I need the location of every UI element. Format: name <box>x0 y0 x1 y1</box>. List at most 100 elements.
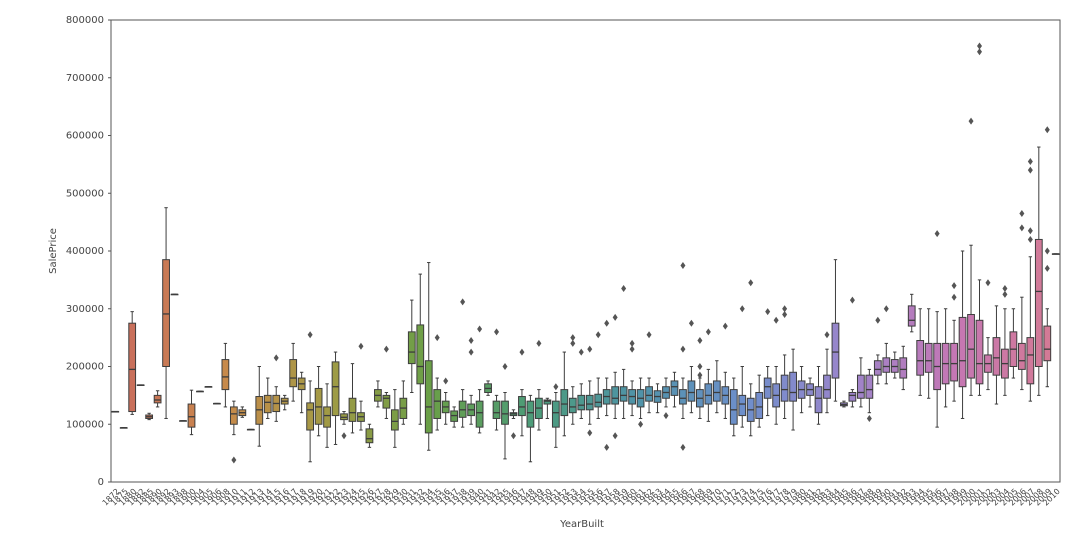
outlier <box>951 282 957 290</box>
outlier <box>1027 166 1033 174</box>
box <box>738 394 747 417</box>
box <box>433 389 442 419</box>
box <box>882 357 891 373</box>
outlier <box>570 339 576 347</box>
outlier <box>604 319 610 327</box>
outlier <box>578 348 584 356</box>
box <box>518 396 526 417</box>
y-tick-label: 200000 <box>66 362 104 373</box>
outlier <box>629 345 635 353</box>
box <box>899 357 908 379</box>
box <box>823 374 831 399</box>
outlier <box>697 371 703 379</box>
box <box>568 397 577 414</box>
outlier <box>1044 264 1050 272</box>
box <box>348 397 357 422</box>
outlier <box>1002 290 1008 298</box>
y-tick-label: 700000 <box>66 73 104 84</box>
outlier <box>307 331 313 339</box>
box <box>153 394 162 404</box>
outlier <box>595 331 601 339</box>
outlier <box>477 325 483 333</box>
box <box>594 393 603 408</box>
box <box>958 316 967 388</box>
y-tick-label: 400000 <box>66 246 104 257</box>
outlier <box>866 414 872 422</box>
outlier <box>383 345 389 353</box>
outlier <box>460 298 466 306</box>
outlier <box>697 337 703 345</box>
box <box>128 322 137 413</box>
y-tick-label: 800000 <box>66 15 104 26</box>
box <box>1017 342 1026 370</box>
outlier <box>705 328 711 336</box>
y-tick-label: 500000 <box>66 188 104 199</box>
y-axis-label: SalePrice <box>48 228 59 274</box>
box <box>416 324 425 385</box>
outlier <box>536 339 542 347</box>
box <box>289 359 298 388</box>
outlier <box>883 305 889 313</box>
y-tick-label: 300000 <box>66 304 104 315</box>
outlier <box>646 331 652 339</box>
box <box>229 406 238 425</box>
outlier <box>824 331 830 339</box>
box <box>992 337 1001 376</box>
box <box>789 371 797 402</box>
box <box>907 305 916 327</box>
box <box>560 389 569 417</box>
outlier <box>468 337 474 345</box>
box <box>645 386 653 402</box>
box <box>814 386 823 414</box>
outlier <box>587 429 593 437</box>
box <box>263 394 272 414</box>
outlier <box>434 334 440 342</box>
box <box>162 259 170 368</box>
outlier <box>977 48 983 56</box>
outlier <box>443 377 449 385</box>
outlier <box>663 412 669 420</box>
box <box>577 394 586 411</box>
box <box>492 400 501 419</box>
outlier <box>587 345 593 353</box>
box <box>1043 325 1052 362</box>
outlier <box>341 432 347 440</box>
outlier <box>468 348 474 356</box>
outlier <box>985 279 991 287</box>
outlier <box>638 420 644 428</box>
box <box>526 400 535 428</box>
box <box>712 380 721 402</box>
outlier <box>934 230 940 238</box>
box <box>670 380 679 396</box>
outlier <box>722 322 728 330</box>
outlier <box>748 279 754 287</box>
box <box>873 360 882 376</box>
outlier <box>1027 235 1033 243</box>
box <box>1034 238 1043 367</box>
box <box>704 383 713 405</box>
box <box>1026 337 1035 385</box>
box <box>501 400 509 425</box>
box <box>475 400 484 428</box>
box <box>780 374 789 402</box>
box <box>365 428 374 444</box>
box <box>755 391 764 419</box>
outlier <box>502 363 508 370</box>
outlier <box>680 345 686 353</box>
box <box>331 361 340 417</box>
box <box>187 403 196 428</box>
outlier <box>629 339 635 347</box>
outlier <box>782 311 788 319</box>
outlier <box>494 328 500 336</box>
outlier <box>612 432 618 440</box>
outlier <box>773 316 779 324</box>
outlier <box>697 363 703 370</box>
outlier <box>358 342 364 350</box>
box <box>619 386 628 402</box>
box <box>950 342 958 382</box>
outlier <box>231 456 237 464</box>
box <box>865 374 874 399</box>
outlier <box>1002 285 1008 293</box>
box <box>221 359 230 391</box>
box <box>967 314 975 379</box>
